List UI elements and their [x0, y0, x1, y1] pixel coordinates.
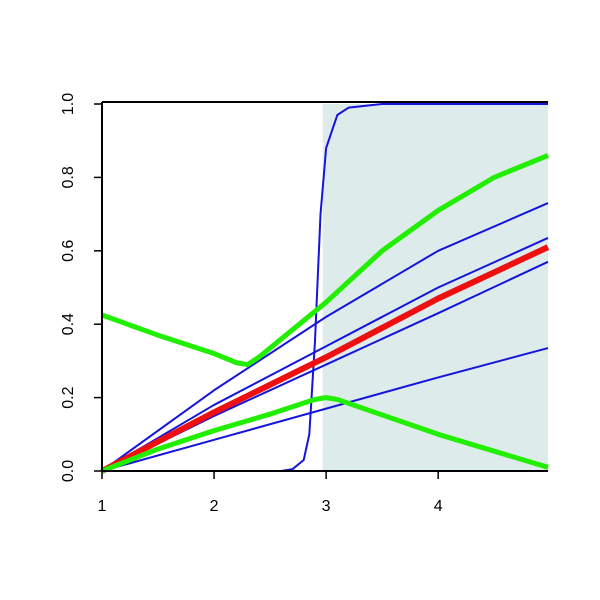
- y-tick-label: 0.0: [60, 460, 77, 482]
- highlight-region: [322, 104, 548, 471]
- series-line: [101, 395, 549, 474]
- y-tick-label: 0.2: [60, 386, 77, 408]
- y-tick-label: 0.8: [60, 166, 77, 188]
- x-tick-label: 3: [322, 498, 331, 515]
- x-tick-label: 1: [98, 498, 107, 515]
- series-line: [101, 347, 549, 472]
- y-tick-label: 0.4: [60, 313, 77, 335]
- x-tick-label: 4: [434, 498, 443, 515]
- series-line: [101, 153, 549, 368]
- x-tick-label: 2: [210, 498, 219, 515]
- series-line: [101, 237, 549, 472]
- y-tick-label: 0.6: [60, 240, 77, 262]
- series-line: [102, 103, 548, 472]
- series-line: [101, 202, 549, 472]
- y-tick-label: 1.0: [60, 93, 77, 115]
- series-line: [100, 244, 550, 474]
